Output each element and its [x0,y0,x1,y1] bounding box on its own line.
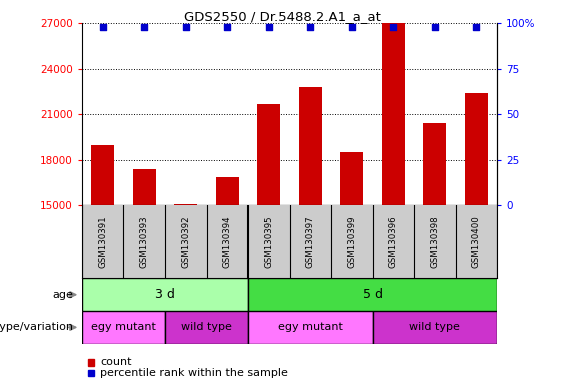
Point [472,24,481,30]
Bar [248,278,497,311]
Text: GSM130399: GSM130399 [347,216,357,268]
Text: GSM130395: GSM130395 [264,215,273,268]
Bar [373,311,497,344]
Text: GSM130396: GSM130396 [389,215,398,268]
Point [264,24,273,30]
Text: egy mutant: egy mutant [91,322,156,333]
Point [98,24,107,30]
Text: GSM130397: GSM130397 [306,215,315,268]
Bar [92,145,114,205]
Bar [248,311,373,344]
Point [431,24,440,30]
Bar [175,204,197,205]
Bar [82,278,248,311]
Bar [424,123,446,205]
Text: wild type: wild type [181,322,232,333]
Bar [382,23,405,205]
Text: wild type: wild type [410,322,460,333]
Bar [165,311,248,344]
Text: GSM130400: GSM130400 [472,215,481,268]
Text: GSM130392: GSM130392 [181,215,190,268]
Bar [216,177,238,205]
Text: GSM130394: GSM130394 [223,215,232,268]
Bar [133,169,155,205]
Point [306,24,315,30]
Text: age: age [53,290,73,300]
Text: GSM130398: GSM130398 [431,215,440,268]
Bar [82,311,165,344]
Text: GSM130391: GSM130391 [98,215,107,268]
Text: count: count [100,357,132,367]
Point [223,24,232,30]
Point [389,24,398,30]
Bar [258,104,280,205]
Text: GSM130393: GSM130393 [140,215,149,268]
Point [181,24,190,30]
Text: egy mutant: egy mutant [278,322,343,333]
Bar [465,93,488,205]
Bar [299,87,321,205]
Point [347,24,357,30]
Text: genotype/variation: genotype/variation [0,322,73,333]
Text: percentile rank within the sample: percentile rank within the sample [100,368,288,378]
Text: 5 d: 5 d [363,288,383,301]
Bar [341,152,363,205]
Point [140,24,149,30]
Text: 3 d: 3 d [155,288,175,301]
Text: GDS2550 / Dr.5488.2.A1_a_at: GDS2550 / Dr.5488.2.A1_a_at [184,10,381,23]
